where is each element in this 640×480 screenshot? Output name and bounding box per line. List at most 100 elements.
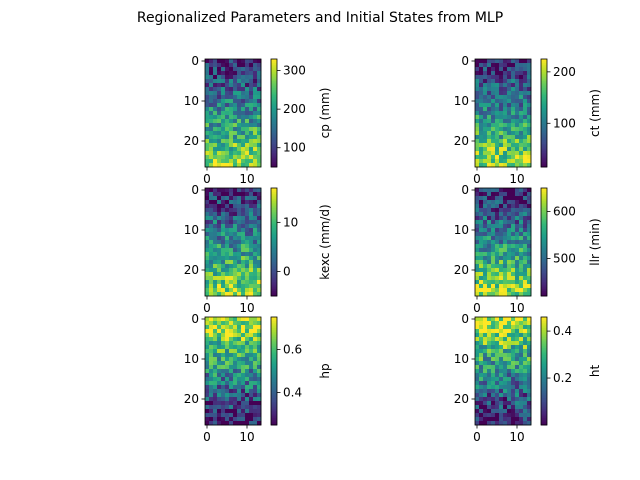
heatmap-cell [487, 71, 492, 76]
axes-frame [474, 187, 532, 297]
heatmap-cell [503, 272, 508, 277]
heatmap-cell [483, 248, 488, 253]
colorbar-segment [271, 98, 277, 101]
heatmap-cell [511, 115, 516, 120]
heatmap-cell [225, 163, 230, 168]
heatmap-cell [253, 292, 258, 297]
heatmap-cell [523, 139, 528, 144]
heatmap-cell [249, 192, 254, 197]
heatmap-cell [209, 397, 214, 402]
colorbar-segment [271, 134, 277, 137]
heatmap-cell [225, 325, 230, 330]
heatmap-cell [491, 272, 496, 277]
heatmap-cell [233, 341, 238, 346]
heatmap-cell [253, 59, 258, 64]
heatmap-cell [511, 353, 516, 358]
heatmap-cell [479, 212, 484, 217]
heatmap-cell [519, 365, 524, 370]
heatmap-cell [257, 268, 262, 273]
heatmap-cell [507, 127, 512, 132]
heatmap-cell [245, 220, 250, 225]
heatmap-cell [507, 272, 512, 277]
heatmap-cell [487, 59, 492, 64]
heatmap-cell [503, 341, 508, 346]
colorbar-segment [271, 240, 277, 243]
heatmap-cell [249, 349, 254, 354]
heatmap-cell [205, 381, 210, 386]
heatmap-cell [253, 288, 258, 293]
heatmap-cell [499, 95, 504, 100]
heatmap-cell [503, 220, 508, 225]
heatmap-cell [475, 268, 480, 273]
heatmap-cell [519, 87, 524, 92]
heatmap-cell [515, 192, 520, 197]
colorbar-segment [271, 258, 277, 261]
heatmap-cell [213, 365, 218, 370]
heatmap-cell [515, 220, 520, 225]
heatmap-cell [237, 103, 242, 108]
heatmap-cell [487, 159, 492, 164]
heatmap-cell [209, 365, 214, 370]
heatmap-cell [499, 397, 504, 402]
heatmap-cell [523, 115, 528, 120]
heatmap-cell [511, 417, 516, 422]
heatmap-cell [487, 99, 492, 104]
heatmap-cell [495, 67, 500, 72]
colorbar-label: llr (min) [588, 218, 602, 265]
heatmap-cell [491, 421, 496, 426]
heatmap-cell [479, 401, 484, 406]
heatmap-cell [479, 276, 484, 281]
heatmap-cell [519, 333, 524, 338]
heatmap-cell [511, 256, 516, 261]
colorbar-tick-label: 0 [283, 264, 291, 278]
heatmap-cell [209, 143, 214, 148]
heatmap-cell [257, 321, 262, 326]
heatmap-cell [483, 256, 488, 261]
heatmap-cell [233, 204, 238, 209]
heatmap-cell [507, 216, 512, 221]
heatmap-cell [511, 381, 516, 386]
heatmap-cell [507, 103, 512, 108]
heatmap-cell [257, 163, 262, 168]
colorbar-segment [271, 344, 277, 347]
heatmap-cell [507, 353, 512, 358]
heatmap-cell [523, 325, 528, 330]
heatmap-cell [519, 139, 524, 144]
heatmap-cell [483, 119, 488, 124]
heatmap-cell [511, 220, 516, 225]
heatmap-cell [503, 317, 508, 322]
heatmap-cell [519, 236, 524, 241]
heatmap-cell [213, 381, 218, 386]
heatmap-cell [225, 409, 230, 414]
heatmap-cell [221, 252, 226, 257]
heatmap-cell [229, 377, 234, 382]
heatmap-cell [217, 389, 222, 394]
heatmap-cell [503, 67, 508, 72]
heatmap-cell [503, 292, 508, 297]
heatmap-cell [233, 353, 238, 358]
heatmap-cell [241, 405, 246, 410]
heatmap-cell [257, 365, 262, 370]
heatmap-cell [205, 200, 210, 205]
heatmap-cell [495, 321, 500, 326]
heatmap-cell [515, 163, 520, 168]
heatmap-cell [475, 59, 480, 64]
heatmap-cell [221, 345, 226, 350]
heatmap-cell [237, 345, 242, 350]
heatmap-cell [483, 353, 488, 358]
heatmap-cell [507, 159, 512, 164]
heatmap-cell [519, 75, 524, 80]
colorbar-tick-label: 0.2 [553, 371, 572, 385]
heatmap-cell [237, 232, 242, 237]
heatmap-cell [523, 87, 528, 92]
heatmap-cell [523, 67, 528, 72]
heatmap-cell [221, 188, 226, 193]
y-tick-label: 0 [461, 312, 469, 326]
colorbar-segment [271, 269, 277, 272]
heatmap-cell [511, 232, 516, 237]
heatmap-cell [253, 119, 258, 124]
colorbar-segment [541, 140, 547, 143]
colorbar-segment [541, 64, 547, 67]
heatmap-cell [475, 103, 480, 108]
